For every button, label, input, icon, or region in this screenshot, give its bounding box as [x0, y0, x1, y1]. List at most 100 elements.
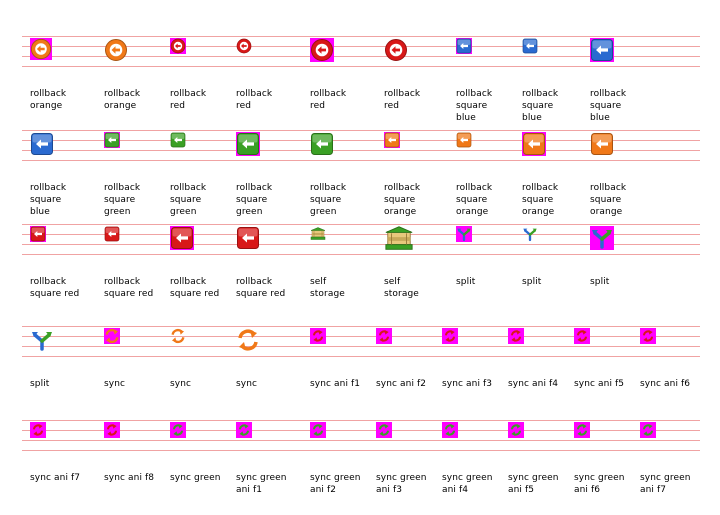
sync-green-ani-icon[interactable] [508, 422, 524, 438]
sync-green-ani-icon[interactable] [442, 422, 458, 438]
icon-label: sync ani f8 [104, 473, 155, 483]
ruled-line [22, 356, 700, 357]
rollback-square-blue-icon[interactable] [522, 38, 538, 54]
icon-label: sync ani f7 [30, 473, 81, 483]
icon-label: rollback square orange [522, 183, 559, 217]
ruled-line [22, 440, 700, 441]
icon-label: rollback red [310, 89, 347, 111]
ruled-line [22, 46, 700, 47]
sync-ani-icon[interactable] [574, 328, 590, 344]
ruled-line [22, 420, 700, 421]
ruled-line [22, 244, 700, 245]
icon-label: sync green [170, 473, 221, 483]
ruled-line [22, 254, 700, 255]
sync-ani-icon[interactable] [104, 422, 120, 438]
self-storage-icon[interactable] [384, 224, 414, 254]
rollback-orange-icon[interactable] [104, 38, 128, 62]
icon-label: rollback square green [104, 183, 141, 217]
icon-label: sync ani f6 [640, 379, 691, 389]
icon-label: rollback square blue [456, 89, 493, 123]
ruled-line [22, 336, 700, 337]
rollback-square-red-icon[interactable] [170, 226, 194, 250]
icon-label: sync green ani f4 [442, 473, 493, 495]
sync-green-ani-icon[interactable] [376, 422, 392, 438]
icon-label: rollback square blue [30, 183, 67, 217]
sync-icon[interactable] [170, 328, 186, 344]
rollback-square-blue-icon[interactable] [590, 38, 614, 62]
split-icon[interactable] [30, 328, 54, 352]
split-icon[interactable] [456, 226, 472, 242]
icon-label: rollback square red [30, 277, 80, 299]
ruled-line [22, 326, 700, 327]
rollback-square-blue-icon[interactable] [456, 38, 472, 54]
icon-label: rollback square green [310, 183, 347, 217]
rollback-square-red-icon[interactable] [30, 226, 46, 242]
icon-label: sync green ani f2 [310, 473, 361, 495]
icon-label: sync green ani f6 [574, 473, 625, 495]
rollback-red-icon[interactable] [236, 38, 252, 54]
rollback-red-icon[interactable] [384, 38, 408, 62]
sync-ani-icon[interactable] [640, 328, 656, 344]
icon-label: sync ani f2 [376, 379, 427, 389]
icon-label: split [30, 379, 50, 389]
rollback-square-green-icon[interactable] [310, 132, 334, 156]
icon-label: rollback square blue [590, 89, 627, 123]
rollback-square-green-icon[interactable] [104, 132, 120, 148]
sync-ani-icon[interactable] [30, 422, 46, 438]
rollback-square-blue-icon[interactable] [30, 132, 54, 156]
sync-green-ani-icon[interactable] [236, 422, 252, 438]
icon-label: rollback square blue [522, 89, 559, 123]
sync-green-icon[interactable] [170, 422, 186, 438]
icon-label: rollback square red [236, 277, 286, 299]
sync-icon[interactable] [104, 328, 120, 344]
ruled-line [22, 160, 700, 161]
icon-label: sync [170, 379, 192, 389]
self-storage-icon[interactable] [310, 226, 326, 242]
icon-label: rollback square red [104, 277, 154, 299]
sync-green-ani-icon[interactable] [640, 422, 656, 438]
rollback-square-orange-icon[interactable] [384, 132, 400, 148]
split-icon[interactable] [522, 226, 538, 242]
rollback-square-green-icon[interactable] [170, 132, 186, 148]
rollback-red-icon[interactable] [310, 38, 334, 62]
rollback-square-red-icon[interactable] [236, 226, 260, 250]
split-icon[interactable] [590, 226, 614, 250]
sync-ani-icon[interactable] [310, 328, 326, 344]
ruled-line [22, 140, 700, 141]
rollback-square-green-icon[interactable] [236, 132, 260, 156]
ruled-line [22, 224, 700, 225]
icon-label: rollback red [236, 89, 273, 111]
icon-label: sync green ani f5 [508, 473, 559, 495]
icon-label: sync green ani f3 [376, 473, 427, 495]
icon-label: self storage [310, 277, 345, 299]
ruled-line [22, 56, 700, 57]
icon-label: sync [236, 379, 258, 389]
rollback-red-icon[interactable] [170, 38, 186, 54]
ruled-line [22, 150, 700, 151]
ruled-line [22, 450, 700, 451]
ruled-line [22, 130, 700, 131]
icon-label: rollback red [170, 89, 207, 111]
ruled-line [22, 430, 700, 431]
sync-green-ani-icon[interactable] [310, 422, 326, 438]
sync-ani-icon[interactable] [376, 328, 392, 344]
rollback-square-orange-icon[interactable] [522, 132, 546, 156]
icon-label: sync ani f4 [508, 379, 559, 389]
icon-label: rollback square red [170, 277, 220, 299]
sync-green-ani-icon[interactable] [574, 422, 590, 438]
rollback-orange-icon[interactable] [30, 38, 52, 60]
rollback-square-orange-icon[interactable] [456, 132, 472, 148]
rollback-square-orange-icon[interactable] [590, 132, 614, 156]
icon-label: sync green ani f7 [640, 473, 691, 495]
icon-label: rollback orange [30, 89, 67, 111]
icon-label: self storage [384, 277, 419, 299]
ruled-line [22, 234, 700, 235]
sync-icon[interactable] [236, 328, 260, 352]
sync-ani-icon[interactable] [508, 328, 524, 344]
icon-label: rollback square orange [456, 183, 493, 217]
icon-label: sync green ani f1 [236, 473, 287, 495]
icon-label: sync ani f3 [442, 379, 493, 389]
rollback-square-red-icon[interactable] [104, 226, 120, 242]
sync-ani-icon[interactable] [442, 328, 458, 344]
icon-label: sync ani f1 [310, 379, 361, 389]
